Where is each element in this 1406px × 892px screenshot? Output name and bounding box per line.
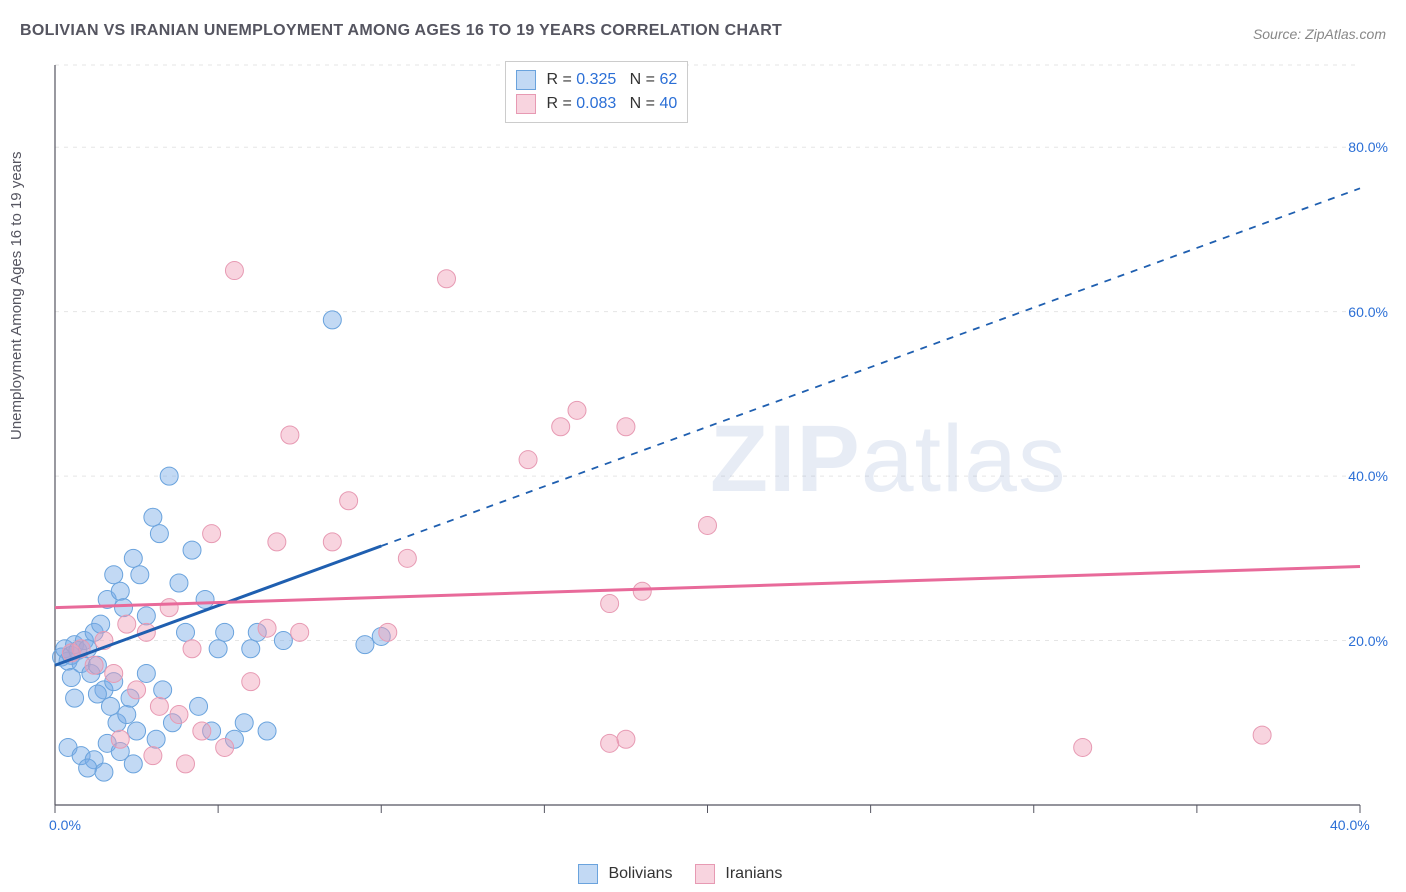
- chart-area: R = 0.325 N = 62 R = 0.083 N = 40 ZIPatl…: [50, 55, 1390, 855]
- legend-r-value-bolivians: 0.325: [576, 71, 616, 88]
- legend-label-bolivians: Bolivians: [608, 865, 672, 882]
- y-tick-label: 40.0%: [1348, 468, 1388, 484]
- y-axis-label: Unemployment Among Ages 16 to 19 years: [8, 151, 25, 440]
- scatter-plot-svg: [50, 55, 1390, 855]
- legend-r-label: R =: [546, 71, 576, 88]
- legend-swatch-bolivians-bottom: [578, 864, 598, 884]
- chart-title: BOLIVIAN VS IRANIAN UNEMPLOYMENT AMONG A…: [20, 22, 782, 40]
- legend-row-iranians: R = 0.083 N = 40: [516, 92, 677, 116]
- legend-n-value-iranians: 40: [659, 95, 677, 112]
- legend-swatch-iranians-bottom: [695, 864, 715, 884]
- source-label: Source: ZipAtlas.com: [1253, 26, 1386, 42]
- y-tick-label: 60.0%: [1348, 304, 1388, 320]
- legend-label-iranians: Iranians: [725, 865, 782, 882]
- legend-r-label: R =: [546, 95, 576, 112]
- legend-swatch-iranians: [516, 94, 536, 114]
- x-tick-label: 0.0%: [49, 817, 81, 833]
- legend-swatch-bolivians: [516, 70, 536, 90]
- legend-n-value-bolivians: 62: [659, 71, 677, 88]
- correlation-legend: R = 0.325 N = 62 R = 0.083 N = 40: [505, 61, 688, 123]
- legend-r-value-iranians: 0.083: [576, 95, 616, 112]
- legend-n-label: N =: [621, 71, 660, 88]
- y-tick-label: 80.0%: [1348, 139, 1388, 155]
- x-tick-label: 40.0%: [1330, 817, 1370, 833]
- y-tick-label: 20.0%: [1348, 633, 1388, 649]
- legend-row-bolivians: R = 0.325 N = 62: [516, 68, 677, 92]
- series-legend: Bolivians Iranians: [560, 864, 782, 884]
- legend-n-label: N =: [621, 95, 660, 112]
